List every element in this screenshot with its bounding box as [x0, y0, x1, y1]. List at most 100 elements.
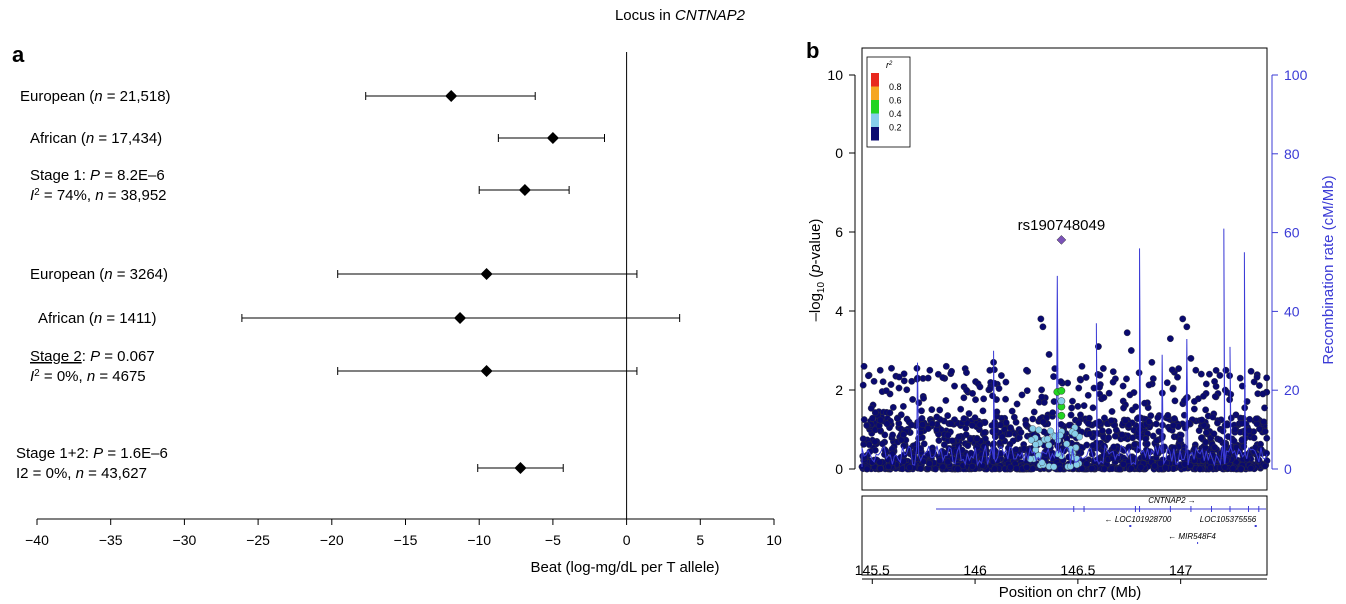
- snp-point: [1109, 378, 1117, 386]
- forest-row: African (n = 17,434): [30, 130, 605, 147]
- snp-point: [1022, 420, 1030, 428]
- snp-point: [1197, 370, 1205, 378]
- snp-point: [1038, 386, 1045, 394]
- snp-point: [1246, 415, 1253, 423]
- snp-point: [1226, 396, 1234, 404]
- snp-point: [1198, 416, 1206, 424]
- snp-point: [903, 386, 911, 394]
- snp-point: [1083, 441, 1091, 449]
- snp-point: [1211, 378, 1218, 385]
- snp-point: [900, 431, 907, 439]
- x-axis: 145.5 146 146.5 147: [855, 562, 1267, 584]
- snp-point: [1075, 384, 1083, 392]
- snp-point: [955, 433, 963, 441]
- snp-point: [1245, 426, 1253, 434]
- snp-point: [1163, 379, 1171, 387]
- snp-point: [1260, 418, 1268, 426]
- snp-point: [1185, 420, 1193, 427]
- snp-point: [900, 370, 908, 378]
- snp-point: [1013, 465, 1021, 472]
- y-tick-label: 2: [835, 382, 843, 398]
- snp-point: [1155, 428, 1163, 435]
- snp-point: [1118, 431, 1126, 439]
- forest-plot: −40 −35 −30 −25 −20 −15 −10 −5 0 5 10 European (n …: [16, 52, 782, 576]
- snp-point: [1119, 460, 1127, 468]
- snp-point: [906, 464, 914, 471]
- snp-point: [888, 364, 895, 372]
- forest-row-label: European (n = 21,518): [20, 88, 171, 105]
- snp-point: [920, 440, 928, 448]
- snp-point: [1077, 411, 1084, 419]
- snp-point: [960, 415, 968, 423]
- gene-track-frame: [861, 495, 1268, 576]
- snp-point: [1050, 373, 1057, 380]
- snp-point-peak: [1078, 362, 1086, 370]
- snp-point: [973, 435, 981, 443]
- snp-point: [971, 414, 979, 422]
- snp-point: [1067, 411, 1075, 419]
- snp-point-r2-low: [1027, 436, 1035, 444]
- snp-point: [944, 458, 952, 466]
- snp-point: [1149, 375, 1157, 383]
- snp-point: [1030, 408, 1038, 416]
- snp-point-r2-low: [1044, 435, 1052, 443]
- snp-point-peak: [1002, 378, 1010, 386]
- snp-point: [1216, 436, 1224, 444]
- snp-point: [1105, 434, 1113, 442]
- snp-point: [965, 410, 973, 417]
- snp-point: [1211, 443, 1219, 451]
- snp-point: [979, 407, 987, 415]
- snp-point: [991, 465, 999, 473]
- snp-point: [1153, 437, 1160, 445]
- snp-point-peak: [1166, 335, 1174, 343]
- y-tick-label: 0: [835, 145, 843, 161]
- snp-point: [1108, 408, 1116, 415]
- snp-point: [899, 403, 907, 410]
- snp-point: [958, 446, 966, 454]
- snp-point: [1049, 409, 1057, 417]
- plot-frame: [861, 47, 1268, 491]
- label-segment: n: [76, 465, 84, 482]
- snp-point: [986, 366, 994, 374]
- x-tick-label-b: 147: [1169, 562, 1193, 578]
- snp-point: [1057, 421, 1065, 428]
- label-segment: = 0.067: [100, 348, 155, 365]
- legend-swatch: [871, 113, 879, 127]
- snp-point: [1237, 465, 1245, 473]
- snp-point: [1105, 389, 1113, 397]
- snp-point: [954, 465, 962, 473]
- legend-swatch: [871, 127, 879, 141]
- snp-point: [1111, 432, 1119, 440]
- snp-point: [991, 379, 998, 387]
- snp-point: [865, 441, 873, 449]
- y2-tick-label: 0: [1284, 461, 1292, 477]
- snp-point-peak: [1045, 351, 1053, 358]
- snp-point: [1145, 381, 1153, 389]
- label-segment: = 38,952: [104, 187, 167, 204]
- snp-point: [871, 409, 879, 417]
- snp-point: [1181, 460, 1189, 468]
- snp-point: [1131, 441, 1138, 448]
- label-segment: = 1.6E–6: [103, 445, 168, 462]
- snp-point: [1261, 428, 1269, 435]
- snp-point-peak: [1183, 323, 1191, 331]
- figure-title: Locus in CNTNAP2: [615, 7, 746, 24]
- snp-point: [1084, 391, 1092, 399]
- snp-point: [1137, 463, 1145, 471]
- snp-point: [1099, 365, 1107, 372]
- snp-point-peak: [1148, 358, 1156, 366]
- snp-point: [909, 396, 917, 403]
- forest-row-label: Stage 1+2: P = 1.6E–6: [16, 445, 168, 462]
- x-tick-label: −30: [173, 532, 197, 548]
- snp-point: [900, 442, 908, 450]
- label-segment: = 74%,: [40, 187, 95, 204]
- label-segment: = 21,518): [103, 88, 171, 105]
- snp-point: [1164, 411, 1172, 419]
- snp-point-peak: [942, 362, 950, 370]
- snp-point: [1074, 402, 1082, 410]
- snp-point: [1008, 407, 1016, 415]
- x-tick-label: −5: [545, 532, 561, 548]
- snp-point: [879, 378, 887, 386]
